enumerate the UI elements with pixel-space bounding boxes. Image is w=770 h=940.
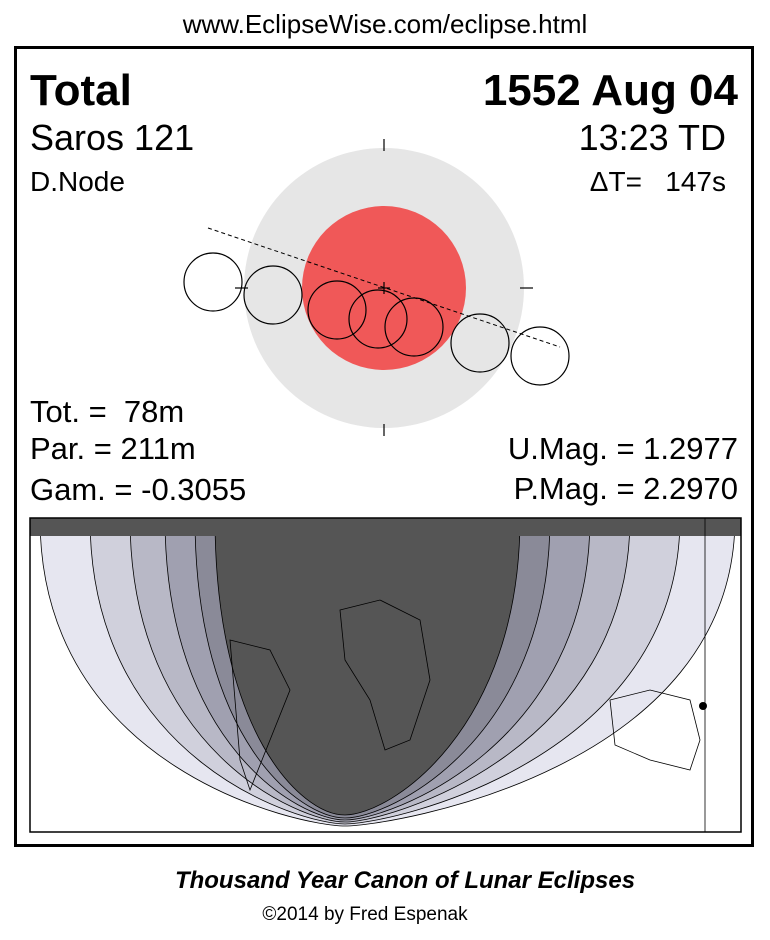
delta-t: ΔT= 147s [590, 166, 726, 197]
penumbral-mag: P.Mag. = 2.2970 [514, 471, 738, 506]
eclipse-diagram [183, 139, 570, 436]
map-border [29, 517, 742, 833]
footer-title: Thousand Year Canon of Lunar Eclipses [175, 867, 635, 894]
date: 1552 Aug 04 [483, 66, 739, 115]
eclipse-type: Total [30, 66, 132, 115]
credit: ©2014 by Fred Espenak [262, 904, 468, 925]
map-point [699, 702, 707, 710]
totality: Tot. = 78m [30, 394, 184, 429]
visibility-map [29, 517, 742, 833]
umbral-mag: U.Mag. = 1.2977 [508, 431, 738, 466]
url: www.EclipseWise.com/eclipse.html [182, 9, 588, 39]
node: D.Node [30, 166, 125, 197]
axis-ticks [235, 139, 533, 436]
partial: Par. = 211m [30, 431, 196, 466]
saros: Saros 121 [30, 117, 194, 158]
time: 13:23 TD [579, 117, 726, 158]
gamma: Gam. = -0.3055 [30, 472, 246, 507]
